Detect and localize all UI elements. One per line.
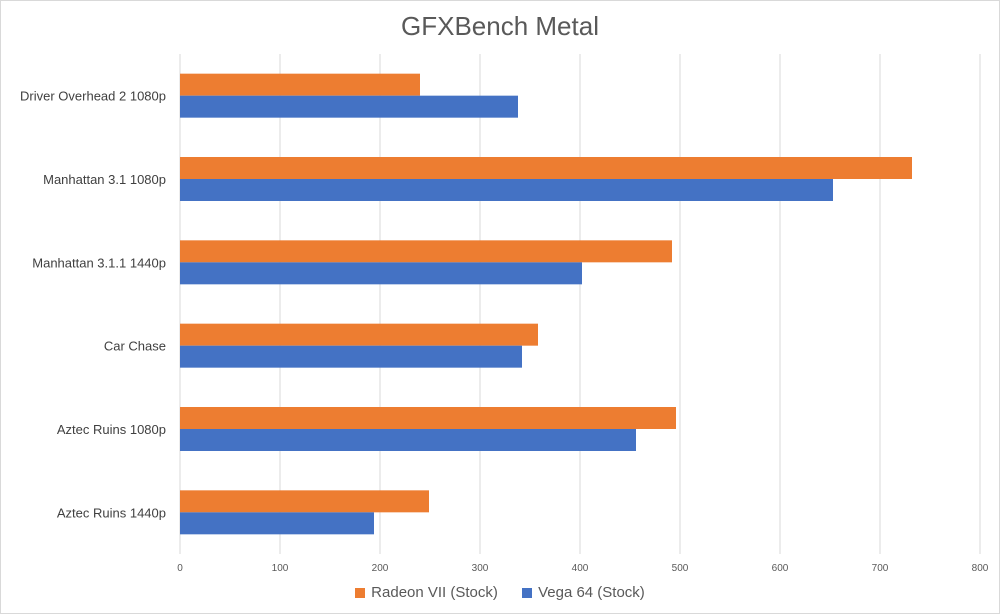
bar-radeon-vii	[180, 407, 676, 429]
x-tick-label: 700	[872, 563, 889, 574]
legend-swatch-radeon	[355, 587, 366, 598]
chart-title: GFXBench Metal	[401, 11, 599, 41]
x-tick-label: 800	[972, 563, 989, 574]
legend-item-vega: Vega 64 (Stock)	[522, 584, 645, 601]
bar-radeon-vii	[180, 157, 912, 179]
bar-radeon-vii	[180, 240, 672, 263]
bar-vega-64	[180, 179, 833, 201]
category-label: Manhattan 3.1.1 1440p	[32, 255, 166, 270]
bar-vega-64	[180, 512, 374, 535]
bar-vega-64	[180, 262, 582, 285]
bar-radeon-vii	[180, 490, 429, 513]
x-tick-label: 0	[177, 563, 183, 574]
legend-label-vega: Vega 64 (Stock)	[538, 584, 645, 601]
x-tick-label: 300	[472, 563, 489, 574]
bar-chart-plot: 0 100 200 300 400 500 600 700 800 Driver Overhead…	[20, 54, 989, 574]
category-label: Aztec Ruins 1440p	[57, 505, 166, 520]
bar-radeon-vii	[180, 323, 538, 346]
category-label: Aztec Ruins 1080p	[57, 422, 166, 437]
bar-radeon-vii	[180, 73, 420, 96]
legend-swatch-vega	[522, 587, 533, 598]
category-label: Manhattan 3.1 1080p	[43, 172, 166, 187]
x-tick-label: 400	[572, 563, 589, 574]
x-tick-label: 500	[672, 563, 689, 574]
x-tick-label: 200	[372, 563, 389, 574]
category-label: Driver Overhead 2 1080p	[20, 89, 166, 104]
bar-vega-64	[180, 429, 636, 451]
category-label: Car Chase	[104, 339, 166, 354]
legend-label-radeon: Radeon VII (Stock)	[371, 584, 498, 601]
x-tick-label: 100	[272, 563, 289, 574]
chart-legend: Radeon VII (Stock) Vega 64 (Stock)	[1, 584, 999, 602]
legend-item-radeon: Radeon VII (Stock)	[355, 584, 498, 601]
bar-vega-64	[180, 95, 518, 118]
x-tick-label: 600	[772, 563, 789, 574]
bar-vega-64	[180, 345, 522, 368]
